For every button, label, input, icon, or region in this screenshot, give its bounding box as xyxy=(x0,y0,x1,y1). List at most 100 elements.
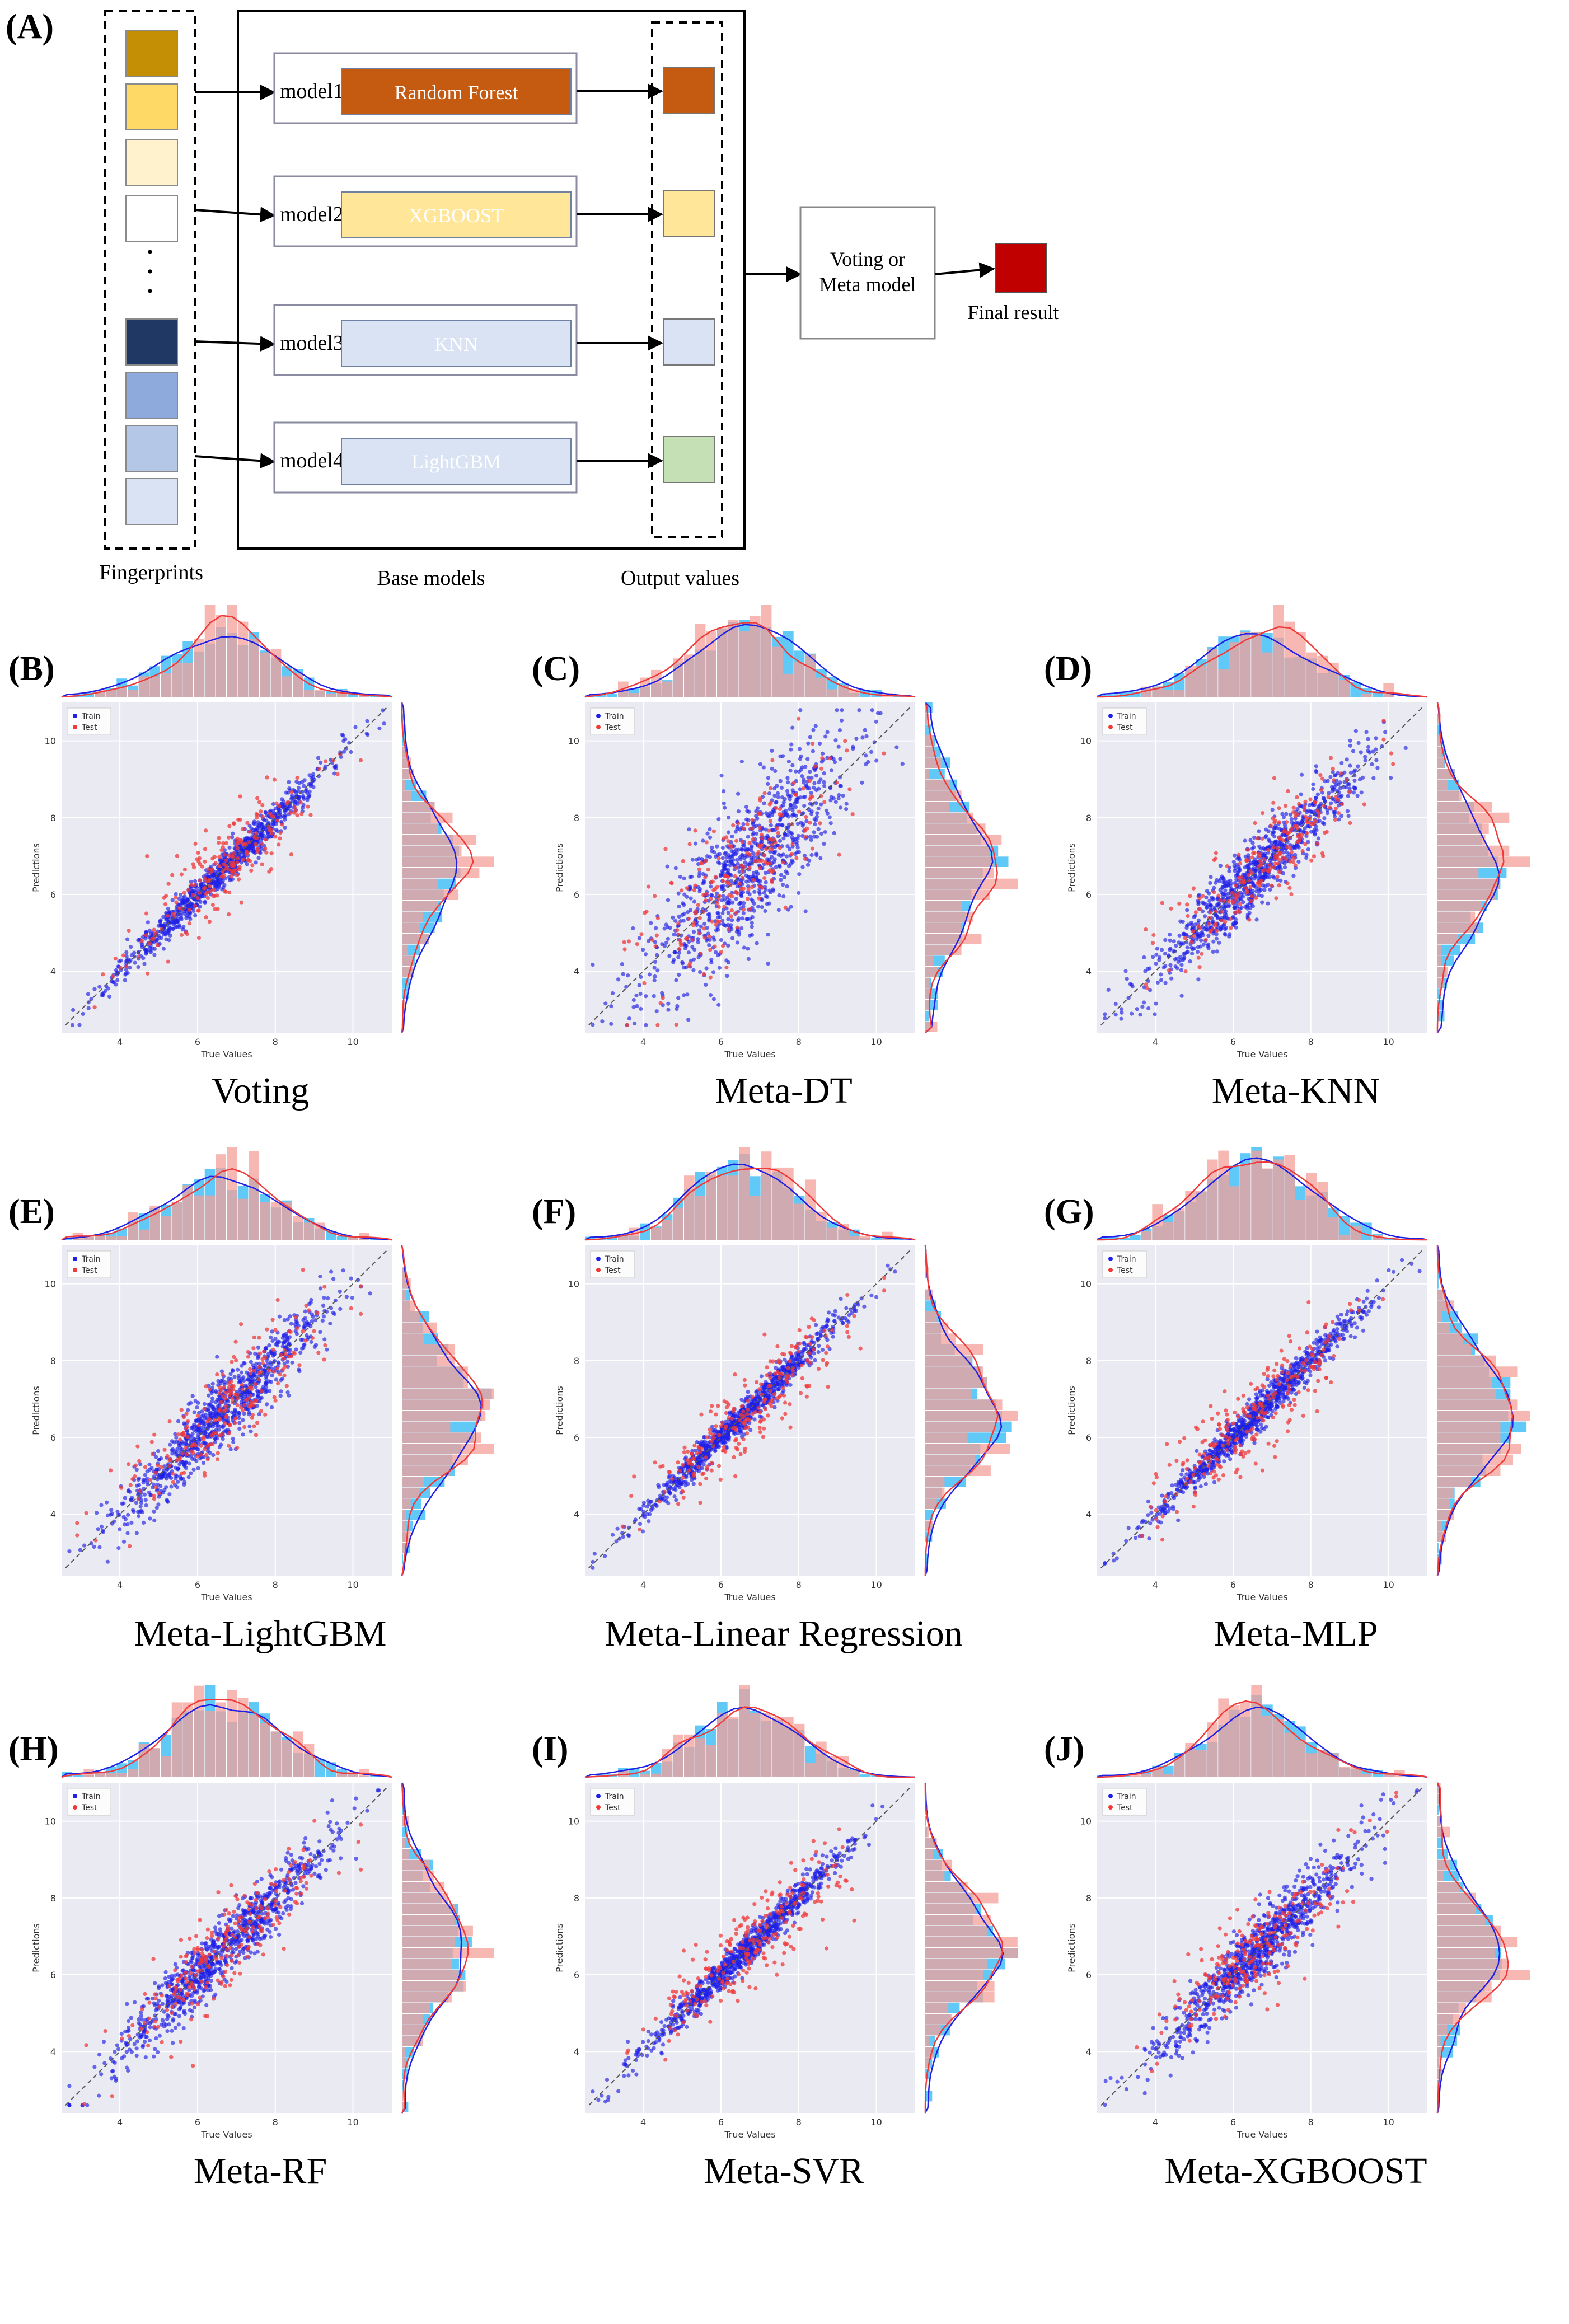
x-axis-label: True Values xyxy=(200,1049,252,1060)
y-tick-label: 6 xyxy=(1086,889,1092,900)
train-point xyxy=(674,978,678,982)
train-point xyxy=(767,791,771,796)
train-point xyxy=(219,1379,223,1383)
train-point xyxy=(294,790,298,795)
side-hist-bar-test xyxy=(925,856,994,867)
test-point xyxy=(642,981,647,986)
train-point xyxy=(854,736,859,741)
train-point xyxy=(805,757,810,761)
test-point xyxy=(702,935,707,940)
test-point xyxy=(740,875,744,880)
train-point xyxy=(809,812,814,816)
train-point xyxy=(652,978,657,982)
train-point xyxy=(1243,838,1247,843)
test-point xyxy=(758,826,762,830)
train-point xyxy=(832,760,837,765)
train-point xyxy=(318,1286,323,1291)
test-point xyxy=(697,867,701,872)
train-point xyxy=(631,926,635,931)
test-point xyxy=(282,1356,286,1361)
train-point xyxy=(686,950,691,955)
test-point xyxy=(260,1361,265,1366)
x-tick-label: 10 xyxy=(347,1037,358,1047)
train-point xyxy=(818,856,823,860)
test-point xyxy=(1309,858,1314,863)
top-histogram xyxy=(61,605,392,698)
train-point xyxy=(751,822,755,826)
test-point xyxy=(1319,788,1323,792)
test-point xyxy=(677,947,681,952)
train-point xyxy=(814,774,819,778)
train-point xyxy=(1246,853,1250,858)
top-hist-bar-test xyxy=(1306,652,1317,697)
test-point xyxy=(223,889,228,894)
train-point xyxy=(693,841,698,846)
test-point xyxy=(717,920,722,924)
train-point xyxy=(778,838,783,843)
train-point xyxy=(1254,861,1259,865)
test-point xyxy=(1289,892,1294,897)
train-point xyxy=(1163,981,1168,985)
test-point xyxy=(257,800,261,804)
train-point xyxy=(816,806,821,811)
x-axis-label: True Values xyxy=(724,1049,775,1060)
train-point xyxy=(790,808,795,813)
test-point xyxy=(159,1465,163,1469)
train-point xyxy=(776,795,780,799)
test-point xyxy=(273,1328,278,1332)
test-point xyxy=(804,815,808,819)
test-point xyxy=(693,883,697,888)
test-point xyxy=(295,1326,299,1330)
test-point xyxy=(185,1435,190,1439)
train-point xyxy=(263,810,268,814)
train-point xyxy=(864,753,868,758)
train-point xyxy=(1217,940,1221,945)
test-point xyxy=(257,1365,261,1369)
train-point xyxy=(231,1436,235,1441)
fingerprint-square xyxy=(125,425,178,472)
test-point xyxy=(221,841,226,846)
train-point xyxy=(1281,815,1286,819)
test-point xyxy=(697,916,702,920)
train-point xyxy=(770,766,774,771)
train-point xyxy=(334,766,338,771)
test-point xyxy=(269,851,274,856)
train-point xyxy=(609,1004,613,1009)
test-point xyxy=(679,943,683,948)
test-point xyxy=(1253,821,1257,826)
train-point xyxy=(731,852,736,857)
test-point xyxy=(1286,836,1291,840)
train-point xyxy=(166,1473,170,1478)
top-hist-bar-test xyxy=(1262,652,1273,697)
test-point xyxy=(164,893,168,898)
train-point xyxy=(152,953,157,957)
train-point xyxy=(1403,746,1408,750)
train-point xyxy=(1159,978,1164,982)
train-point xyxy=(773,845,778,849)
train-point xyxy=(785,884,789,889)
train-point xyxy=(142,962,147,966)
side-hist-bar-test xyxy=(925,769,930,779)
test-point xyxy=(1332,778,1336,783)
train-point xyxy=(1181,952,1186,957)
train-point xyxy=(769,823,773,828)
test-point xyxy=(741,887,746,891)
train-point xyxy=(1211,949,1215,954)
test-point xyxy=(248,1367,252,1371)
test-point xyxy=(1276,861,1280,866)
train-point xyxy=(708,993,713,997)
algorithm-box xyxy=(341,320,572,367)
test-point xyxy=(725,874,729,879)
train-point xyxy=(668,926,672,930)
train-point xyxy=(1252,835,1257,840)
test-point xyxy=(202,1437,206,1441)
train-point xyxy=(715,891,719,896)
train-point xyxy=(829,768,834,772)
test-point xyxy=(304,1303,308,1308)
train-point xyxy=(332,1311,337,1316)
train-point xyxy=(207,1393,211,1398)
train-point xyxy=(349,749,353,755)
train-point xyxy=(697,871,702,875)
train-point xyxy=(748,916,752,921)
